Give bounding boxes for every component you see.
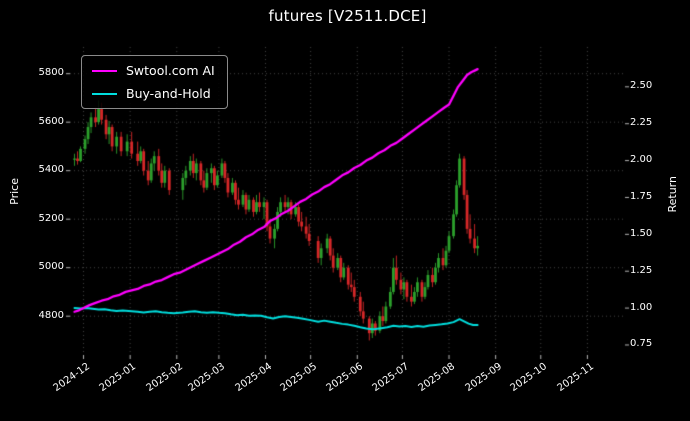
y-tick-label-price: 5200: [38, 212, 64, 224]
y-tick-label-return: 2.25: [630, 117, 653, 129]
ai-line-swatch: [92, 69, 117, 72]
y-tick-label-price: 4800: [38, 309, 64, 321]
legend-label-ai: Swtool.com AI: [126, 63, 215, 78]
legend-item-buy-and-hold: Buy-and-Hold: [92, 86, 215, 101]
y-tick-label-price: 5600: [38, 115, 64, 127]
y-tick-label-price: 5800: [38, 67, 64, 79]
y-tick-label-return: 1.00: [630, 301, 653, 313]
buy-and-hold-line-swatch: [92, 92, 117, 95]
chart-title: futures [V2511.DCE]: [268, 7, 427, 25]
y-tick-label-return: 1.25: [630, 264, 653, 276]
legend-label-buy-and-hold: Buy-and-Hold: [126, 86, 211, 101]
y-tick-label-return: 2.50: [630, 80, 653, 92]
y-axis-label-return: Return: [666, 176, 679, 213]
y-tick-label-price: 5000: [38, 261, 64, 273]
y-tick-label-return: 0.75: [630, 338, 653, 350]
y-tick-label-return: 1.75: [630, 190, 653, 202]
y-tick-label-price: 5400: [38, 164, 64, 176]
legend: Swtool.com AI Buy-and-Hold: [81, 55, 228, 109]
y-axis-label-price: Price: [8, 178, 21, 205]
legend-item-ai: Swtool.com AI: [92, 63, 215, 78]
y-tick-label-return: 1.50: [630, 227, 653, 239]
y-tick-label-return: 2.00: [630, 154, 653, 166]
